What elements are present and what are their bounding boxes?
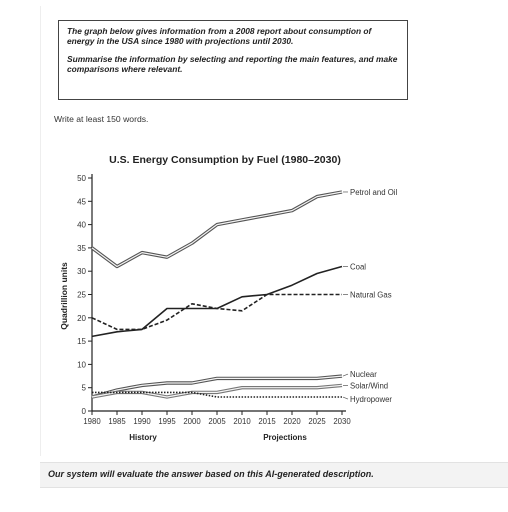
prompt-paragraph-2: Summarise the information by selecting a… bbox=[67, 54, 398, 74]
series-label-natural-gas: Natural Gas bbox=[350, 291, 392, 300]
evaluation-notice: Our system will evaluate the answer base… bbox=[40, 462, 508, 488]
y-tick-label: 15 bbox=[77, 337, 86, 346]
series-label-leader bbox=[342, 396, 349, 400]
series-line-inner-petrol-and-oil bbox=[91, 191, 343, 268]
series-label-coal: Coal bbox=[350, 263, 366, 272]
x-tick-label: 2030 bbox=[333, 417, 351, 426]
series-petrol-and-oil bbox=[90, 190, 343, 269]
series-line-coal bbox=[91, 265, 343, 338]
prompt-paragraph-1: The graph below gives information from a… bbox=[67, 26, 372, 46]
y-tick-label: 35 bbox=[77, 244, 86, 253]
series-solar-wind bbox=[91, 383, 343, 399]
y-tick-label: 50 bbox=[77, 174, 86, 183]
question-card bbox=[40, 6, 508, 456]
series-coal bbox=[91, 265, 343, 338]
y-axis-label: Quadrillion units bbox=[59, 262, 69, 330]
x-axis-label-history: History bbox=[129, 433, 157, 442]
x-tick-label: 1990 bbox=[133, 417, 151, 426]
series-labels: Petrol and Oil Coal Natural Gas Nuclear Sola… bbox=[342, 188, 398, 404]
y-tick-label: 10 bbox=[77, 360, 86, 369]
y-tick-label: 5 bbox=[82, 384, 87, 393]
x-tick-label: 1985 bbox=[108, 417, 126, 426]
chart-title: U.S. Energy Consumption by Fuel (1980–20… bbox=[109, 154, 341, 166]
series-label-leader bbox=[342, 373, 349, 377]
series-label-solar-wind: Solar/Wind bbox=[350, 381, 388, 390]
y-tick-label: 20 bbox=[77, 314, 86, 323]
series-label-nuclear: Nuclear bbox=[350, 370, 377, 379]
series-natural-gas bbox=[91, 293, 342, 331]
x-axis-label-projections: Projections bbox=[263, 433, 307, 442]
series-line-inner-solar-wind bbox=[91, 384, 343, 398]
word-count-instruction: Write at least 150 words. bbox=[54, 114, 149, 124]
y-tick-label: 40 bbox=[77, 221, 86, 230]
series-lines bbox=[90, 190, 343, 399]
y-tick-label: 30 bbox=[77, 267, 86, 276]
energy-line-chart: U.S. Energy Consumption by Fuel (1980–20… bbox=[59, 154, 398, 442]
x-tick-label: 2020 bbox=[283, 417, 301, 426]
x-tick-label: 2015 bbox=[258, 417, 276, 426]
x-tick-label: 2005 bbox=[208, 417, 226, 426]
series-line-inner-nuclear bbox=[91, 375, 343, 398]
x-tick-label: 2025 bbox=[308, 417, 326, 426]
series-nuclear bbox=[91, 374, 343, 399]
series-label-hydropower: Hydropower bbox=[350, 395, 392, 404]
series-line-natural-gas bbox=[91, 293, 342, 331]
x-tick-label: 1995 bbox=[158, 417, 176, 426]
x-tick-label: 2010 bbox=[233, 417, 251, 426]
y-tick-label: 0 bbox=[82, 407, 87, 416]
x-tick-label: 1980 bbox=[83, 417, 101, 426]
y-tick-label: 45 bbox=[77, 197, 86, 206]
series-label-petrol-and-oil: Petrol and Oil bbox=[350, 188, 398, 197]
x-tick-label: 2000 bbox=[183, 417, 201, 426]
y-tick-label: 25 bbox=[77, 291, 86, 300]
task-prompt-box: The graph below gives information from a… bbox=[58, 20, 408, 100]
